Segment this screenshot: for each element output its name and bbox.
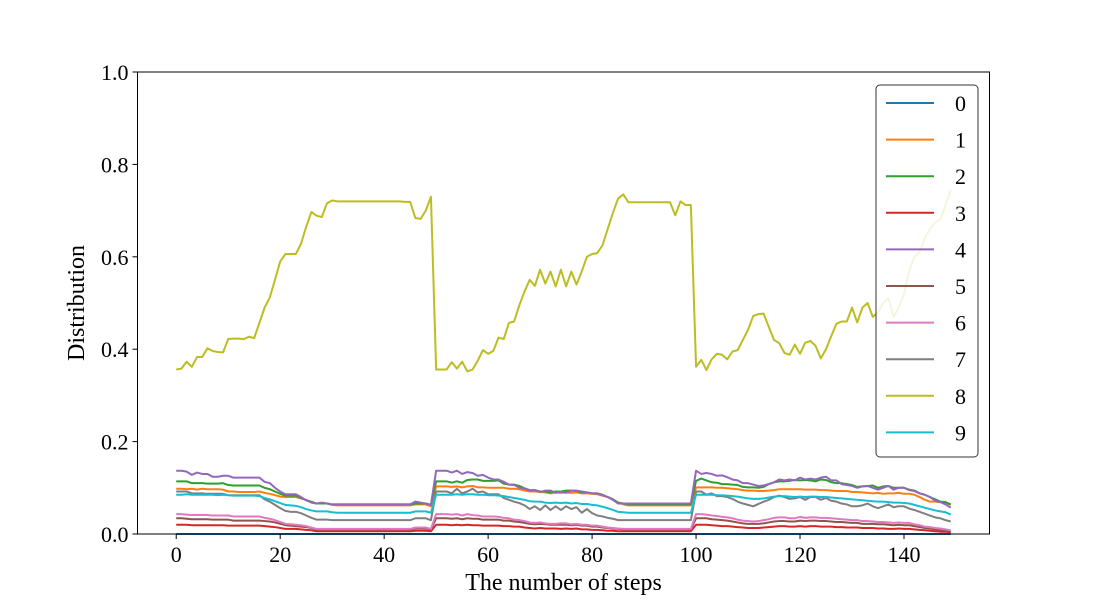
y-tick-label: 0.0 <box>101 522 129 547</box>
x-tick-label: 0 <box>171 542 182 567</box>
y-tick-label: 0.2 <box>101 430 129 455</box>
legend-label-4: 4 <box>955 237 966 262</box>
legend-label-7: 7 <box>955 347 966 372</box>
x-tick-label: 40 <box>373 542 395 567</box>
legend: 0 1 2 3 4 5 6 7 8 9 <box>875 84 979 458</box>
y-axis-label: Distribution <box>64 245 90 361</box>
y-tick-label: 0.8 <box>101 152 129 177</box>
x-tick-label: 100 <box>680 542 713 567</box>
series-line-6 <box>176 513 951 532</box>
series-line-3 <box>176 523 951 534</box>
x-axis-label: The number of steps <box>465 570 662 596</box>
legend-label-5: 5 <box>955 274 966 299</box>
legend-label-6: 6 <box>955 311 966 336</box>
legend-label-0: 0 <box>955 91 966 116</box>
x-tick-label: 20 <box>269 542 291 567</box>
series-line-7 <box>176 487 952 523</box>
series-line-8 <box>176 189 952 373</box>
x-tick-label: 140 <box>887 542 920 567</box>
legend-label-3: 3 <box>955 201 966 226</box>
y-tick-label: 1.0 <box>101 60 129 85</box>
legend-label-2: 2 <box>955 164 966 189</box>
x-tick-label: 80 <box>581 542 603 567</box>
plot-frame <box>137 71 990 535</box>
y-tick-label: 0.6 <box>101 245 129 270</box>
y-tick-label: 0.4 <box>101 337 129 362</box>
x-tick-label: 120 <box>784 542 817 567</box>
y-axis: 0.0 0.2 0.4 0.6 0.8 1.0 <box>101 60 138 547</box>
series-line-4 <box>176 469 952 509</box>
series-layer <box>176 189 952 535</box>
legend-label-9: 9 <box>955 420 966 445</box>
legend-label-8: 8 <box>955 384 966 409</box>
x-tick-label: 60 <box>477 542 499 567</box>
series-line-9 <box>176 493 952 516</box>
x-axis: 0 20 40 60 80 100 120 140 <box>171 534 920 567</box>
legend-label-1: 1 <box>955 128 966 153</box>
legend-box <box>875 84 979 458</box>
